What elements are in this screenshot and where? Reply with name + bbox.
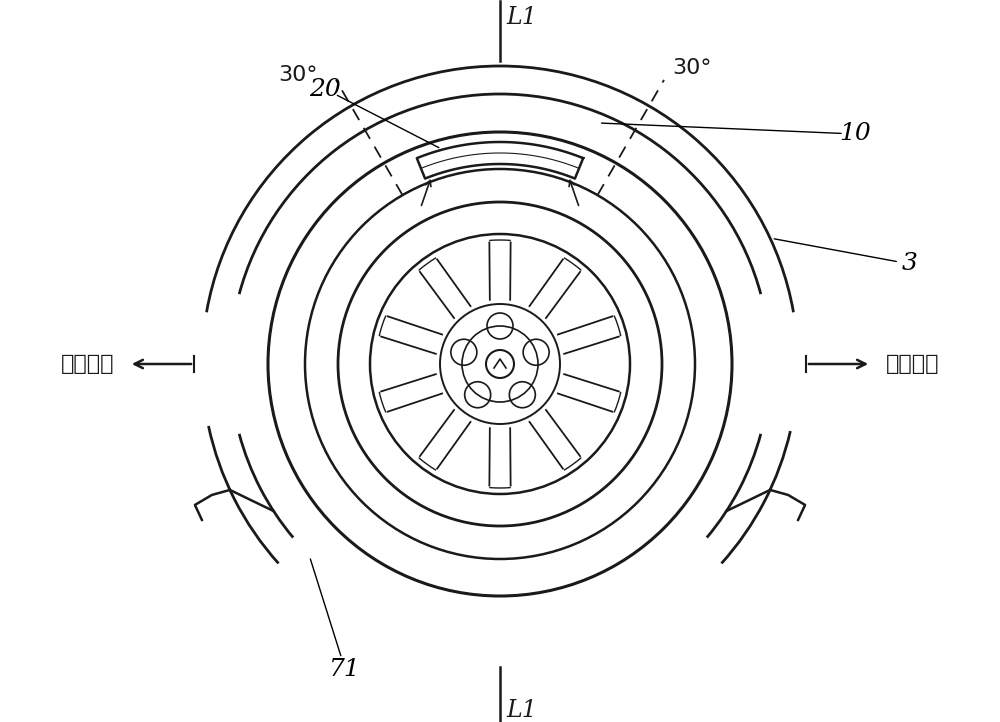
Text: 10: 10 xyxy=(839,123,871,146)
Text: 20: 20 xyxy=(309,77,341,100)
Text: 车辆后侧: 车辆后侧 xyxy=(886,354,940,374)
Text: L1: L1 xyxy=(506,699,537,722)
Text: L1: L1 xyxy=(506,6,537,29)
Text: 30°: 30° xyxy=(278,65,317,85)
Text: 71: 71 xyxy=(329,658,361,681)
Text: 车辆前侧: 车辆前侧 xyxy=(60,354,114,374)
Text: 30°: 30° xyxy=(673,58,712,78)
Text: 3: 3 xyxy=(902,253,918,276)
